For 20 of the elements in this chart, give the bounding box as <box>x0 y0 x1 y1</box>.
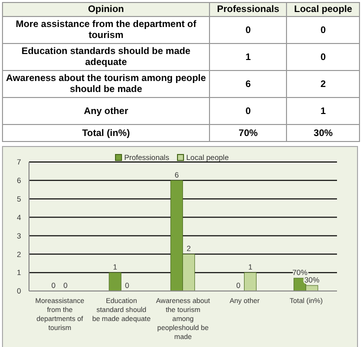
data-label: 0 <box>286 16 360 44</box>
text: Local people <box>286 2 360 16</box>
category-label: Any other <box>2 98 210 124</box>
bar <box>108 272 122 291</box>
data-label: 0 <box>210 16 287 44</box>
data-label: 30% <box>286 124 360 142</box>
data-label: 6 <box>210 70 287 98</box>
category-label: Awareness about the tourism among people should be made <box>2 70 210 98</box>
bar <box>244 272 257 291</box>
data-label: 1 <box>286 98 360 124</box>
data-label: 0 <box>286 44 360 70</box>
category-label: More assistance from the department of tourism <box>2 16 210 44</box>
data-label: 1 <box>210 44 287 70</box>
category-label: Education standards should be made adequate <box>2 44 210 70</box>
data-label: 70% <box>210 124 287 142</box>
category-label: Total (in%) <box>2 124 210 142</box>
series-label: Professionals <box>210 2 287 16</box>
data-label: 0 <box>210 98 287 124</box>
data-label: 2 <box>286 70 360 98</box>
text: Opinion <box>2 2 210 16</box>
